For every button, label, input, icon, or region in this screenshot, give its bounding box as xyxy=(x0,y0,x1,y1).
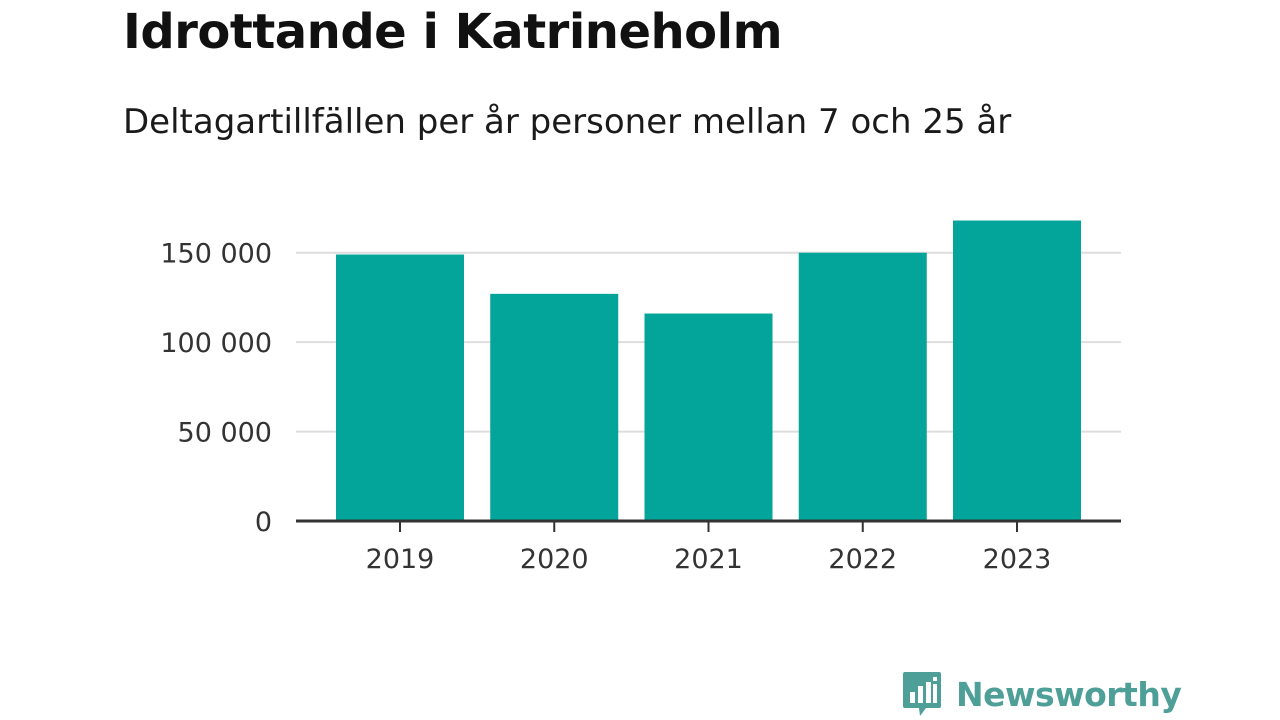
y-tick-label: 150 000 xyxy=(160,239,272,270)
x-axis xyxy=(296,519,1121,532)
x-tick-label: 2019 xyxy=(366,544,435,575)
bar-2023 xyxy=(953,220,1081,521)
y-tick-labels: 0 50 000 100 000 150 000 xyxy=(160,239,272,538)
x-tick-label: 2021 xyxy=(674,544,743,575)
chart-title: Idrottande i Katrineholm xyxy=(123,4,783,60)
bars xyxy=(336,220,1081,521)
x-tick-label: 2020 xyxy=(520,544,589,575)
y-tick-label: 0 xyxy=(255,507,272,538)
y-tick-label: 100 000 xyxy=(160,328,272,359)
bar-chart-speech-bubble-icon xyxy=(903,672,941,716)
bar-2020 xyxy=(490,293,619,521)
y-tick-label: 50 000 xyxy=(178,418,272,449)
brand-name: Newsworthy xyxy=(956,674,1182,714)
chart-subtitle: Deltagartillfällen per år personer mella… xyxy=(123,102,1012,142)
bar-2019 xyxy=(336,254,464,521)
x-tick-label: 2023 xyxy=(983,544,1052,575)
newsworthy-logo: Newsworthy xyxy=(902,670,1182,718)
bar-2022 xyxy=(798,252,927,521)
bar-2021 xyxy=(644,313,773,521)
x-tick-label: 2022 xyxy=(828,544,897,575)
x-tick-labels: 2019 2020 2021 2022 2023 xyxy=(366,544,1052,575)
